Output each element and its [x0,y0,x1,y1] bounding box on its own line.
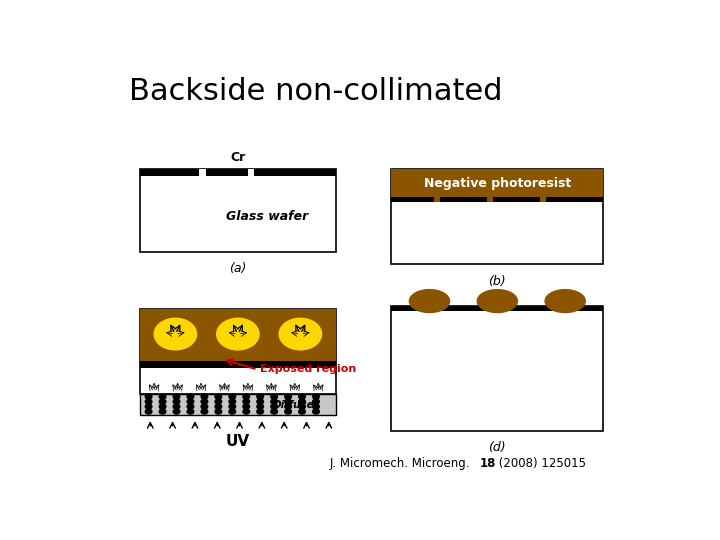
Circle shape [243,394,250,399]
Bar [248,168,254,176]
Circle shape [299,394,305,399]
Bar [140,309,336,361]
Circle shape [243,399,250,404]
Ellipse shape [410,289,449,313]
Bar [487,198,493,202]
Circle shape [312,404,320,409]
Circle shape [243,409,250,414]
Circle shape [312,409,320,414]
Circle shape [257,399,264,404]
Circle shape [173,404,180,409]
Circle shape [229,399,235,404]
Circle shape [257,394,264,399]
Circle shape [271,399,277,404]
Circle shape [271,409,277,414]
Circle shape [187,399,194,404]
Text: Cr: Cr [230,151,246,164]
Circle shape [229,409,235,414]
Text: (2008) 125015: (2008) 125015 [495,457,585,470]
Circle shape [271,394,277,399]
Text: Negative photoresist: Negative photoresist [423,177,571,190]
Bar [392,306,603,312]
Circle shape [217,318,259,350]
Text: J. Micromech. Microeng.: J. Micromech. Microeng. [330,457,474,470]
Text: Backside non-collimated: Backside non-collimated [129,77,503,106]
Circle shape [284,404,292,409]
Text: (d): (d) [489,441,506,454]
Text: (a): (a) [229,262,246,275]
Circle shape [173,399,180,404]
Text: UV: UV [226,434,250,449]
Circle shape [154,318,197,350]
Circle shape [229,394,235,399]
Circle shape [159,409,166,414]
Circle shape [257,409,264,414]
Circle shape [215,409,222,414]
Bar [540,198,546,202]
Circle shape [284,409,292,414]
Circle shape [312,399,320,404]
Circle shape [159,394,166,399]
Text: 18: 18 [480,457,496,470]
Circle shape [201,394,208,399]
Circle shape [187,409,194,414]
Circle shape [299,409,305,414]
Circle shape [243,404,250,409]
Circle shape [145,404,152,409]
Text: Exposed region: Exposed region [260,364,356,375]
Bar [140,168,336,252]
Circle shape [145,409,152,414]
Bar [392,168,603,198]
Circle shape [159,399,166,404]
Circle shape [299,399,305,404]
Text: Diffuser: Diffuser [273,400,320,410]
Circle shape [201,404,208,409]
Circle shape [173,409,180,414]
Bar [140,361,336,368]
Bar [140,309,336,394]
Circle shape [215,399,222,404]
Ellipse shape [477,289,518,313]
Circle shape [159,404,166,409]
Bar [392,198,603,202]
Circle shape [284,394,292,399]
Circle shape [284,399,292,404]
Circle shape [173,394,180,399]
Circle shape [187,394,194,399]
Circle shape [145,399,152,404]
Circle shape [145,394,152,399]
Bar [140,394,336,415]
Circle shape [271,404,277,409]
Ellipse shape [545,289,585,313]
Bar [392,168,603,265]
Bar [433,198,441,202]
Circle shape [201,409,208,414]
Circle shape [187,404,194,409]
Bar [140,168,336,176]
Circle shape [201,399,208,404]
Circle shape [299,404,305,409]
Circle shape [229,404,235,409]
Bar [199,168,205,176]
Circle shape [215,394,222,399]
Text: Glass wafer: Glass wafer [226,211,308,224]
Bar [392,306,603,431]
Circle shape [312,394,320,399]
Circle shape [279,318,322,350]
Circle shape [257,404,264,409]
Circle shape [215,404,222,409]
Text: (b): (b) [489,275,506,288]
